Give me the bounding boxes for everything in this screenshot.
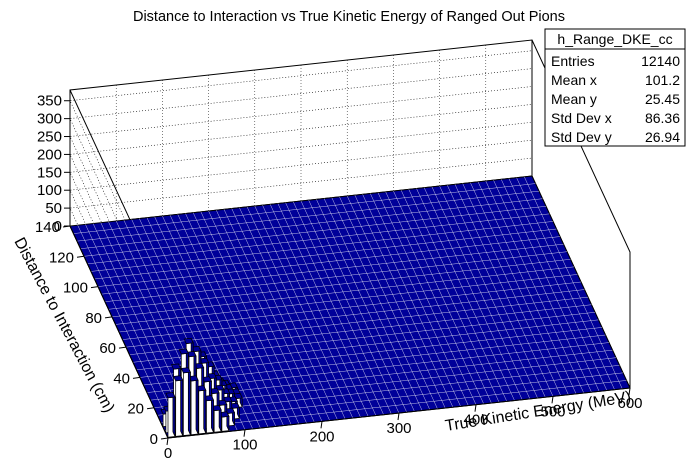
bar — [180, 367, 191, 436]
floor-gridline — [97, 236, 561, 287]
x-tick-label: 400 — [463, 412, 488, 429]
z-tick-label: 200 — [37, 146, 62, 163]
z-tick-label: 250 — [37, 129, 62, 146]
floor-gridline — [73, 183, 536, 234]
x-tick-label: 200 — [309, 428, 334, 445]
chart-title: Distance to Interaction vs True Kinetic … — [133, 9, 565, 25]
bar — [211, 405, 222, 433]
z-tick-label: 0 — [54, 218, 62, 235]
wall-gridline — [69, 50, 533, 313]
y-tick-label: 80 — [85, 310, 102, 327]
floor-gridline — [104, 251, 568, 302]
bar — [203, 395, 215, 434]
floor-gridline — [118, 281, 582, 333]
bar — [219, 411, 230, 432]
wall-gridline — [69, 86, 533, 349]
histogram-bars — [160, 337, 243, 438]
y-axis: 0 20 40 60 80 100 120 140 — [35, 219, 169, 448]
x-tick — [474, 404, 477, 412]
floor-gridline — [87, 213, 550, 265]
floor-gridline — [122, 289, 585, 340]
stats-label: Mean x — [551, 72, 597, 88]
floor-gridline — [111, 266, 575, 318]
floor-gridline — [94, 228, 557, 280]
stats-value: 26.94 — [645, 129, 680, 145]
bar — [196, 385, 207, 435]
floor-gridline — [115, 274, 578, 325]
y-tick — [118, 346, 127, 349]
x-tick-label: 300 — [386, 420, 411, 437]
z-tick-label: 100 — [37, 182, 62, 199]
y-tick-label: 120 — [49, 249, 74, 266]
floor-gridline — [125, 296, 589, 348]
y-tick-label: 40 — [113, 370, 130, 387]
stats-label: Std Dev y — [551, 129, 612, 145]
x-tick — [243, 429, 246, 437]
z-tick-label: 350 — [37, 93, 62, 110]
floor-gridline — [83, 206, 547, 257]
y-tick — [160, 437, 169, 440]
x-tick-label: 600 — [617, 395, 642, 412]
stats-label: Std Dev x — [551, 110, 612, 126]
x-tick-label: 0 — [164, 445, 172, 462]
x-tick — [166, 437, 169, 446]
stats-label: Mean y — [551, 91, 597, 107]
y-tick — [146, 407, 155, 410]
wall-gridline — [69, 157, 533, 421]
y-tick-label: 100 — [63, 280, 88, 297]
floor-gridline — [108, 259, 571, 310]
y-tick — [76, 255, 85, 258]
y-tick-label: 20 — [127, 401, 144, 418]
stats-value: 25.45 — [645, 91, 680, 107]
bar — [165, 392, 176, 438]
wall-gridline — [69, 139, 533, 403]
stats-label: Entries — [551, 53, 595, 69]
floor-gridline — [139, 327, 603, 378]
stats-box: h_Range_DKE_cc Entries 12140 Mean x 101.2 Me… — [544, 28, 686, 147]
x-tick-label: 500 — [540, 403, 565, 420]
x-tick — [397, 412, 400, 421]
floor-gridline — [136, 319, 599, 371]
floor-gridline — [101, 243, 564, 295]
stats-value: 101.2 — [645, 72, 680, 88]
y-tick — [62, 225, 71, 228]
x-axis: 0 100 200 300 400 500 600 — [164, 387, 643, 462]
x-tick — [628, 387, 631, 396]
floor-gridline — [129, 304, 592, 355]
wall-gridline — [69, 104, 533, 367]
y-tick — [132, 376, 141, 379]
y-tick — [90, 286, 99, 289]
y-axis-line — [69, 225, 169, 439]
x-tick-label: 100 — [232, 437, 257, 454]
floor-gridline — [90, 221, 554, 272]
floor-gridline — [164, 380, 627, 431]
y-tick-label: 60 — [99, 340, 116, 357]
stats-title: h_Range_DKE_cc — [557, 31, 672, 47]
wall-gridline — [69, 122, 533, 385]
y-tick-label: 0 — [150, 431, 158, 448]
z-tick-label: 150 — [37, 164, 62, 181]
z-tick-label: 300 — [37, 111, 62, 128]
floor-gridline — [76, 190, 540, 242]
bar — [173, 375, 184, 437]
stats-value: 12140 — [641, 53, 680, 69]
y-tick-label: 140 — [35, 219, 60, 236]
x-tick — [320, 421, 323, 429]
x-tick — [551, 396, 554, 404]
stats-value: 86.36 — [645, 110, 680, 126]
floor-gridline — [80, 198, 543, 249]
floor-gridline — [132, 312, 596, 363]
wall-gridline — [69, 68, 533, 331]
y-tick — [104, 316, 113, 319]
z-tick-label: 50 — [45, 200, 62, 217]
bar — [188, 375, 199, 436]
